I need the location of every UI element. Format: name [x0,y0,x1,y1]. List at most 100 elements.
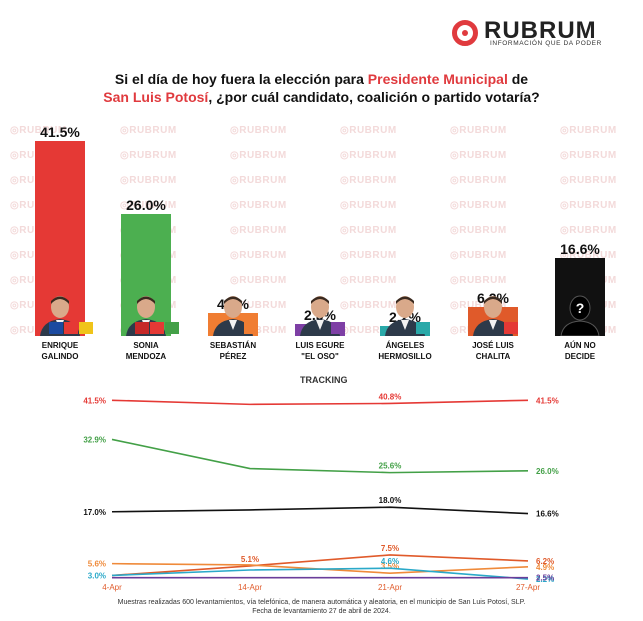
watermark-text: ◎RUBRUM [120,175,177,186]
watermark-text: ◎RUBRUM [340,125,397,136]
svg-text:?: ? [576,300,585,316]
watermark-text: ◎RUBRUM [450,125,507,136]
tracking-data-label: 40.8% [379,392,402,401]
tracking-series-line [111,438,529,474]
tracking-series-line [111,506,529,515]
tracking-data-label: 26.0% [536,467,559,476]
question-part3: , ¿por cuál candidato, coalición o parti… [208,89,540,105]
watermark-text: ◎RUBRUM [560,175,617,186]
rubrum-logo: RUBRUM INFORMACIÓN QUE DA PODER [452,17,622,50]
tracking-data-label: 3.5% [381,562,399,571]
party-logo-icon [416,322,430,334]
tracking-data-label: 4.6% [381,557,399,566]
tracking-data-label: 16.6% [536,510,559,519]
party-logo-icon [49,322,63,334]
watermark-text: ◎RUBRUM [230,175,287,186]
watermark-text: ◎RUBRUM [560,150,617,161]
tracking-title: TRACKING [300,375,348,385]
footnote: Muestras realizadas 600 levantamientos, … [40,598,603,616]
watermark-text: ◎RUBRUM [560,200,617,211]
candidate-name: ENRIQUE GALINDO [41,341,79,361]
watermark-text: ◎RUBRUM [450,175,507,186]
tracking-data-label: 2.2% [536,575,554,584]
question-part2: de [507,71,529,87]
watermark-text: ◎RUBRUM [450,300,507,311]
candidate-name: SEBASTIÁN PÉREZ [209,341,257,361]
watermark-text: ◎RUBRUM [230,300,287,311]
party-logo-icon [150,322,164,334]
tracking-data-label: 25.6% [379,462,402,471]
bar-value-label: 16.6% [560,241,600,257]
question-highlight-city: San Luis Potosí [103,89,209,105]
watermark-text: ◎RUBRUM [560,225,617,236]
party-logo-icon [331,322,345,334]
question-highlight-office: Presidente Municipal [367,71,508,87]
candidate-photo [470,292,516,336]
candidate-name: JOSÉ LUIS CHALITA [472,341,514,361]
tracking-data-label: 2.5% [536,574,554,583]
tracking-series-line [111,399,529,406]
footnote-line1: Muestras realizadas 600 levantamientos, … [117,599,526,606]
watermark-text: ◎RUBRUM [340,300,397,311]
bar-value-label: 26.0% [126,196,166,213]
candidate-photo [297,292,343,336]
tracking-data-label: 41.5% [536,396,559,405]
tracking-data-label: 5.6% [88,560,106,569]
tracking-data-label: 41.5% [83,396,106,405]
watermark-text: ◎RUBRUM [340,200,397,211]
tracking-data-label: 7.5% [381,544,399,553]
tracking-data-label: 5.1% [241,555,259,564]
candidate-name: SONIA MENDOZA [125,341,167,361]
logo-target-icon [452,20,478,46]
tracking-x-tick-label: 4-Apr [102,583,122,592]
tracking-data-label: 6.2% [536,557,554,566]
tracking-data-label: 17.0% [83,508,106,517]
tracking-x-tick-label: 21-Apr [378,583,402,592]
undecided-silhouette-icon: ? [557,292,603,336]
candidate-photo [210,292,256,336]
watermark-text: ◎RUBRUM [230,200,287,211]
watermark-text: ◎RUBRUM [340,150,397,161]
watermark-text: ◎RUBRUM [450,150,507,161]
tracking-series-line [111,554,529,577]
watermark-text: ◎RUBRUM [340,175,397,186]
watermark-text: ◎RUBRUM [450,250,507,261]
watermark-text: ◎RUBRUM [560,250,617,261]
tracking-x-tick-label: 27-Apr [516,583,540,592]
party-logo-icon [79,322,93,334]
candidate-name: LUIS EGURE "EL OSO" [295,341,345,361]
watermark-text: ◎RUBRUM [340,275,397,286]
watermark-text: ◎RUBRUM [10,125,67,136]
party-logo-icon [64,322,78,334]
candidate-name: ÁNGELES HERMOSILLO [378,341,432,361]
watermark-text: ◎RUBRUM [560,125,617,136]
watermark-text: ◎RUBRUM [230,150,287,161]
watermark-text: ◎RUBRUM [450,225,507,236]
logo-word: RUBRUM [484,17,597,44]
watermark-text: ◎RUBRUM [340,225,397,236]
watermark-text: ◎RUBRUM [450,200,507,211]
party-logo-icon [504,322,518,334]
footnote-line2: Fecha de levantamiento 27 de abril de 20… [252,608,391,615]
tracking-x-tick-label: 14-Apr [238,583,262,592]
candidate-name: AÚN NO DECIDE [564,341,596,361]
candidate-photo [382,292,428,336]
logo-tagline: INFORMACIÓN QUE DA PODER [490,40,602,47]
watermark-text: ◎RUBRUM [230,250,287,261]
watermark-text: ◎RUBRUM [120,125,177,136]
tracking-data-label: 18.0% [379,496,402,505]
party-logo-icon [135,322,149,334]
watermark-text: ◎RUBRUM [340,325,397,336]
watermark-text: ◎RUBRUM [120,200,177,211]
watermark-text: ◎RUBRUM [450,275,507,286]
survey-question: Si el día de hoy fuera la elección para … [40,70,603,106]
watermark-text: ◎RUBRUM [230,325,287,336]
watermark-text: ◎RUBRUM [230,275,287,286]
tracking-series-line [111,567,529,580]
party-logo-icon [244,322,258,334]
question-part1: Si el día de hoy fuera la elección para [114,71,368,87]
tracking-data-label: 32.9% [83,435,106,444]
tracking-line-chart: 41.5% 40.8% 41.5% 32.9% 25.6% 26.0% 17.0% 18.0%… [83,392,559,592]
party-logo-icon [165,322,179,334]
